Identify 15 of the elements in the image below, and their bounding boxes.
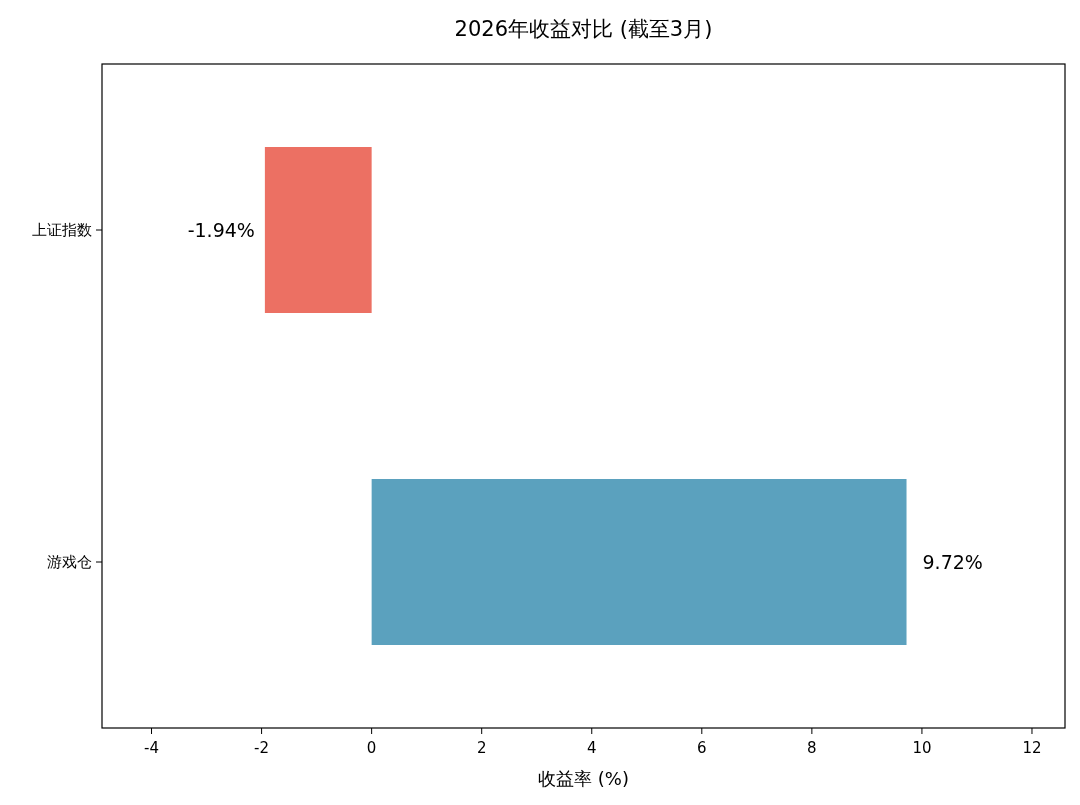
x-axis-title: 收益率 (%): [538, 768, 629, 789]
x-tick-label: 4: [586, 739, 597, 757]
x-tick-label: 6: [697, 739, 707, 757]
x-tick-label: -2: [254, 739, 270, 757]
x-tick-label: 2: [476, 739, 487, 757]
y-tick-label: 游戏仓: [47, 553, 92, 571]
x-tick-label: 8: [807, 739, 817, 757]
x-tick-label: 0: [366, 739, 377, 757]
x-tick-label: 12: [1022, 739, 1042, 757]
chart-title: 2026年收益对比 (截至3月): [454, 17, 713, 41]
data-label: 9.72%: [922, 551, 983, 573]
x-tick-label: -4: [144, 739, 160, 757]
y-tick-label: 上证指数: [32, 221, 92, 239]
data-label: -1.94%: [187, 219, 255, 241]
x-tick-label: 10: [912, 739, 932, 757]
